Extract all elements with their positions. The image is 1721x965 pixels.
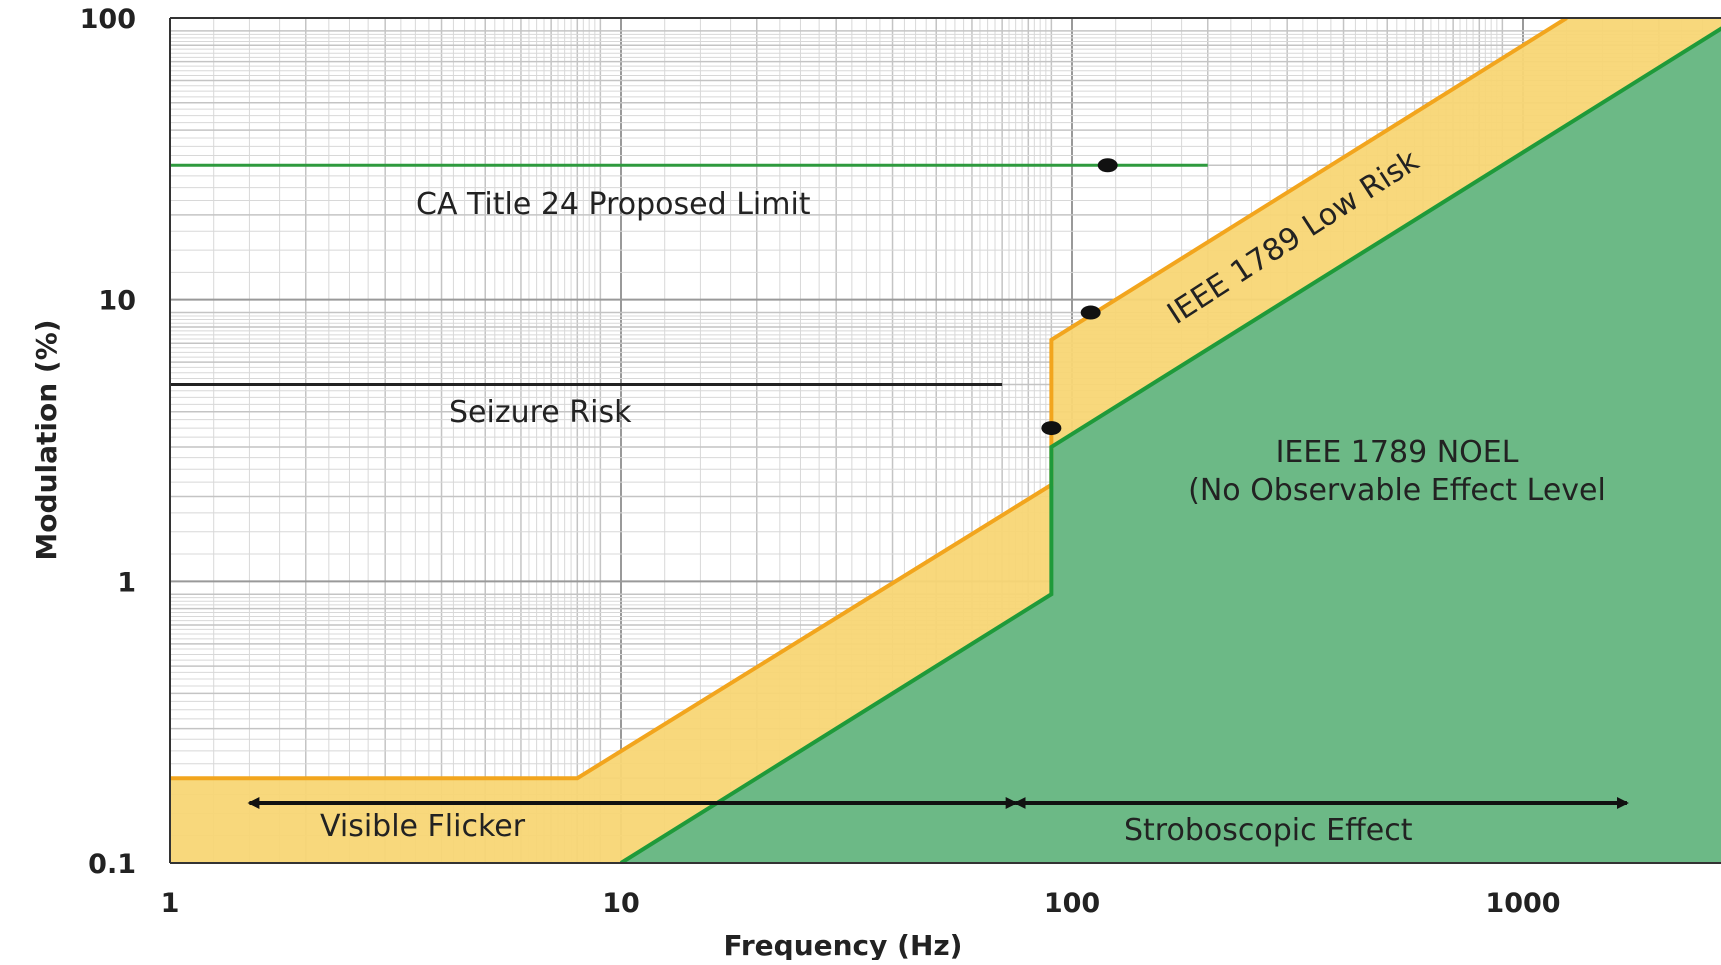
annotation-seizure-risk: Seizure Risk — [449, 395, 632, 430]
markers — [1041, 158, 1118, 436]
marker-dot — [1097, 158, 1118, 173]
annotation-noel-line2: (No Observable Effect Level — [1188, 473, 1606, 508]
limit-lines — [170, 163, 1208, 386]
x-tick-label: 1 — [161, 888, 180, 919]
y-tick-label: 1 — [117, 567, 136, 598]
regions — [170, 18, 1721, 863]
x-axis-title: Frequency (Hz) — [724, 929, 963, 960]
tick-labels: 1 10 100 1000 100 10 1 0.1 — [80, 4, 1561, 919]
x-tick-label: 100 — [1044, 888, 1100, 919]
marker-dot — [1080, 305, 1101, 320]
x-tick-label: 10 — [602, 888, 640, 919]
y-axis-title: Modulation (%) — [30, 319, 63, 560]
noel-boundary — [619, 26, 1721, 863]
y-tick-label: 0.1 — [88, 849, 136, 880]
annotation-ca-title24: CA Title 24 Proposed Limit — [416, 187, 811, 222]
y-tick-label: 10 — [98, 286, 136, 317]
annotation-noel-line1: IEEE 1789 NOEL — [1276, 435, 1519, 470]
range-label-stroboscopic: Stroboscopic Effect — [1124, 813, 1413, 848]
region-noel — [621, 28, 1721, 863]
marker-dot — [1041, 421, 1062, 436]
x-tick-label: 1000 — [1485, 888, 1560, 919]
y-tick-label: 100 — [80, 4, 136, 35]
range-label-visible-flicker: Visible Flicker — [320, 809, 526, 844]
